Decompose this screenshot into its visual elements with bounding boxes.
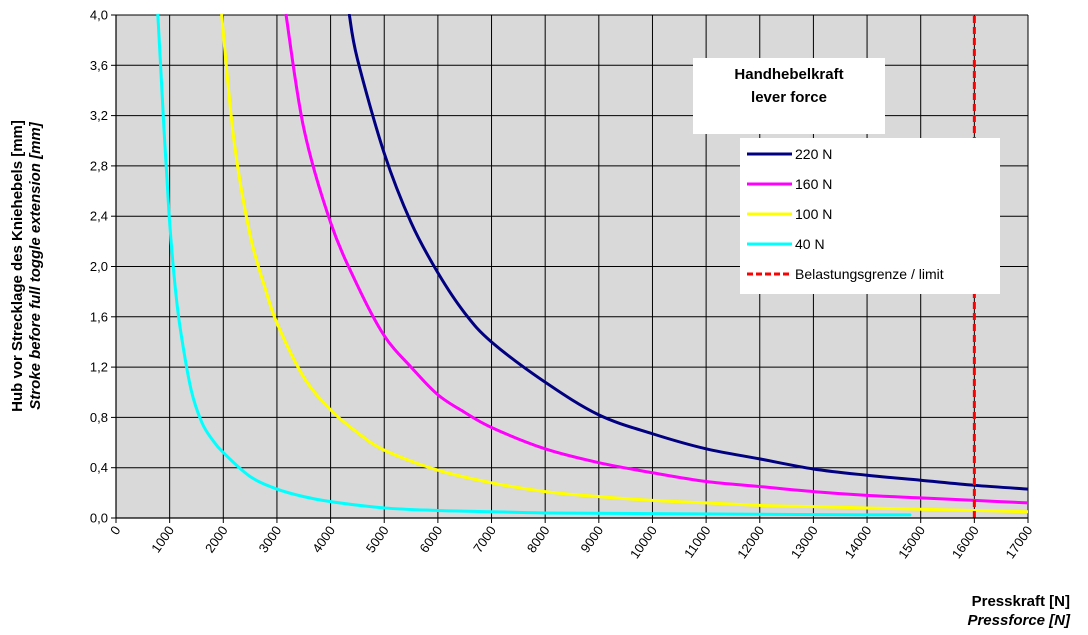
y-tick-label: 0,0 <box>90 511 108 526</box>
series-line-40-n <box>156 14 912 517</box>
y-tick-label: 0,8 <box>90 410 108 425</box>
x-tick-label: 5000 <box>363 523 392 555</box>
x-tick-label: 13000 <box>788 523 821 561</box>
axis-titles: Presskraft [N] Pressforce [N] Hub vor St… <box>9 120 1071 629</box>
legend-title-box <box>693 58 885 134</box>
y-tick-label: 1,2 <box>90 360 108 375</box>
x-axis-title: Presskraft [N] <box>972 593 1070 610</box>
legend-label-160-n: 160 N <box>795 176 832 192</box>
x-tick-label: 14000 <box>841 523 874 561</box>
legend-label-40-n: 40 N <box>795 236 825 252</box>
legend: Handhebelkraft lever force 220 N 160 N 100 N… <box>693 58 1000 294</box>
x-tick-label: 6000 <box>416 523 445 555</box>
y-axis-title: Hub vor Strecklage des Kniehebels [mm] <box>9 120 26 412</box>
y-tick-label: 2,4 <box>90 209 108 224</box>
legend-label-belastungsgrenze-limit: Belastungsgrenze / limit <box>795 266 944 282</box>
y-tick-label: 2,0 <box>90 259 108 274</box>
x-tick-label: 12000 <box>734 523 767 561</box>
y-tick-label: 3,2 <box>90 108 108 123</box>
legend-box <box>740 138 1000 294</box>
y-axis-title-en: Stroke before full toggle extension [mm] <box>27 121 44 410</box>
legend-title-en: lever force <box>751 89 827 106</box>
series-line-100-n <box>220 14 1028 514</box>
series-line-160-n <box>284 14 1028 505</box>
x-tick-label: 8000 <box>524 523 553 555</box>
x-tick-label: 1000 <box>148 523 177 555</box>
x-tick-label: 10000 <box>627 523 660 561</box>
series-line-220-n <box>347 14 1028 491</box>
legend-label-220-n: 220 N <box>795 146 832 162</box>
y-tick-label: 1,6 <box>90 309 108 324</box>
y-tick-label: 3,6 <box>90 58 108 73</box>
y-tick-label: 2,8 <box>90 158 108 173</box>
series-lines <box>156 14 1028 518</box>
legend-title-de: Handhebelkraft <box>734 66 843 83</box>
x-axis-title-en: Pressforce [N] <box>967 612 1071 629</box>
y-tick-label: 4,0 <box>90 8 108 23</box>
x-tick-label: 15000 <box>895 523 928 561</box>
x-tick-label: 2000 <box>202 523 231 555</box>
y-tick-label: 0,4 <box>90 460 108 475</box>
x-tick-label: 17000 <box>1002 523 1035 561</box>
x-tick-label: 16000 <box>949 523 982 561</box>
x-tick-label: 7000 <box>470 523 499 555</box>
legend-label-100-n: 100 N <box>795 206 832 222</box>
x-tick-label: 3000 <box>256 523 285 555</box>
x-tick-label: 11000 <box>681 523 713 560</box>
x-tick-label: 0 <box>107 523 123 538</box>
x-tick-label: 9000 <box>577 523 606 555</box>
x-tick-label: 4000 <box>309 523 338 555</box>
